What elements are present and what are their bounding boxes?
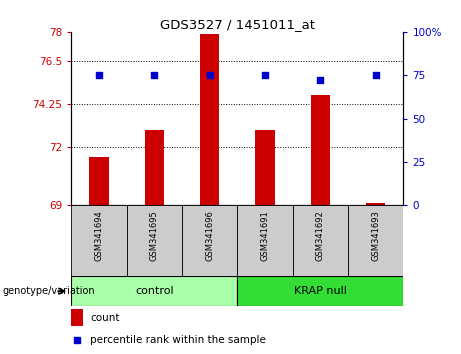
Point [372,73,379,78]
Text: GSM341694: GSM341694 [95,210,104,261]
Bar [182,205,237,276]
Text: GSM341692: GSM341692 [316,210,325,261]
Point [151,73,158,78]
Text: GSM341693: GSM341693 [371,210,380,261]
Bar [89,157,109,205]
Text: percentile rank within the sample: percentile rank within the sample [90,335,266,345]
Text: GSM341695: GSM341695 [150,210,159,261]
Bar [200,34,219,205]
Bar [237,276,403,306]
Bar [145,130,164,205]
Text: count: count [90,313,119,323]
Bar [71,205,127,276]
Bar [366,204,385,205]
Point [74,337,81,343]
Text: genotype/variation: genotype/variation [2,286,95,296]
Point [95,73,103,78]
Bar [71,276,237,306]
Bar [255,130,275,205]
Bar [127,205,182,276]
Title: GDS3527 / 1451011_at: GDS3527 / 1451011_at [160,18,315,31]
Bar [311,96,330,205]
Text: control: control [135,286,174,296]
Point [261,73,269,78]
Point [317,78,324,83]
Bar [348,205,403,276]
Bar [293,205,348,276]
Bar [237,205,293,276]
Point [206,73,213,78]
Bar [71,309,83,326]
Text: GSM341696: GSM341696 [205,210,214,261]
Text: GSM341691: GSM341691 [260,210,270,261]
Text: KRAP null: KRAP null [294,286,347,296]
